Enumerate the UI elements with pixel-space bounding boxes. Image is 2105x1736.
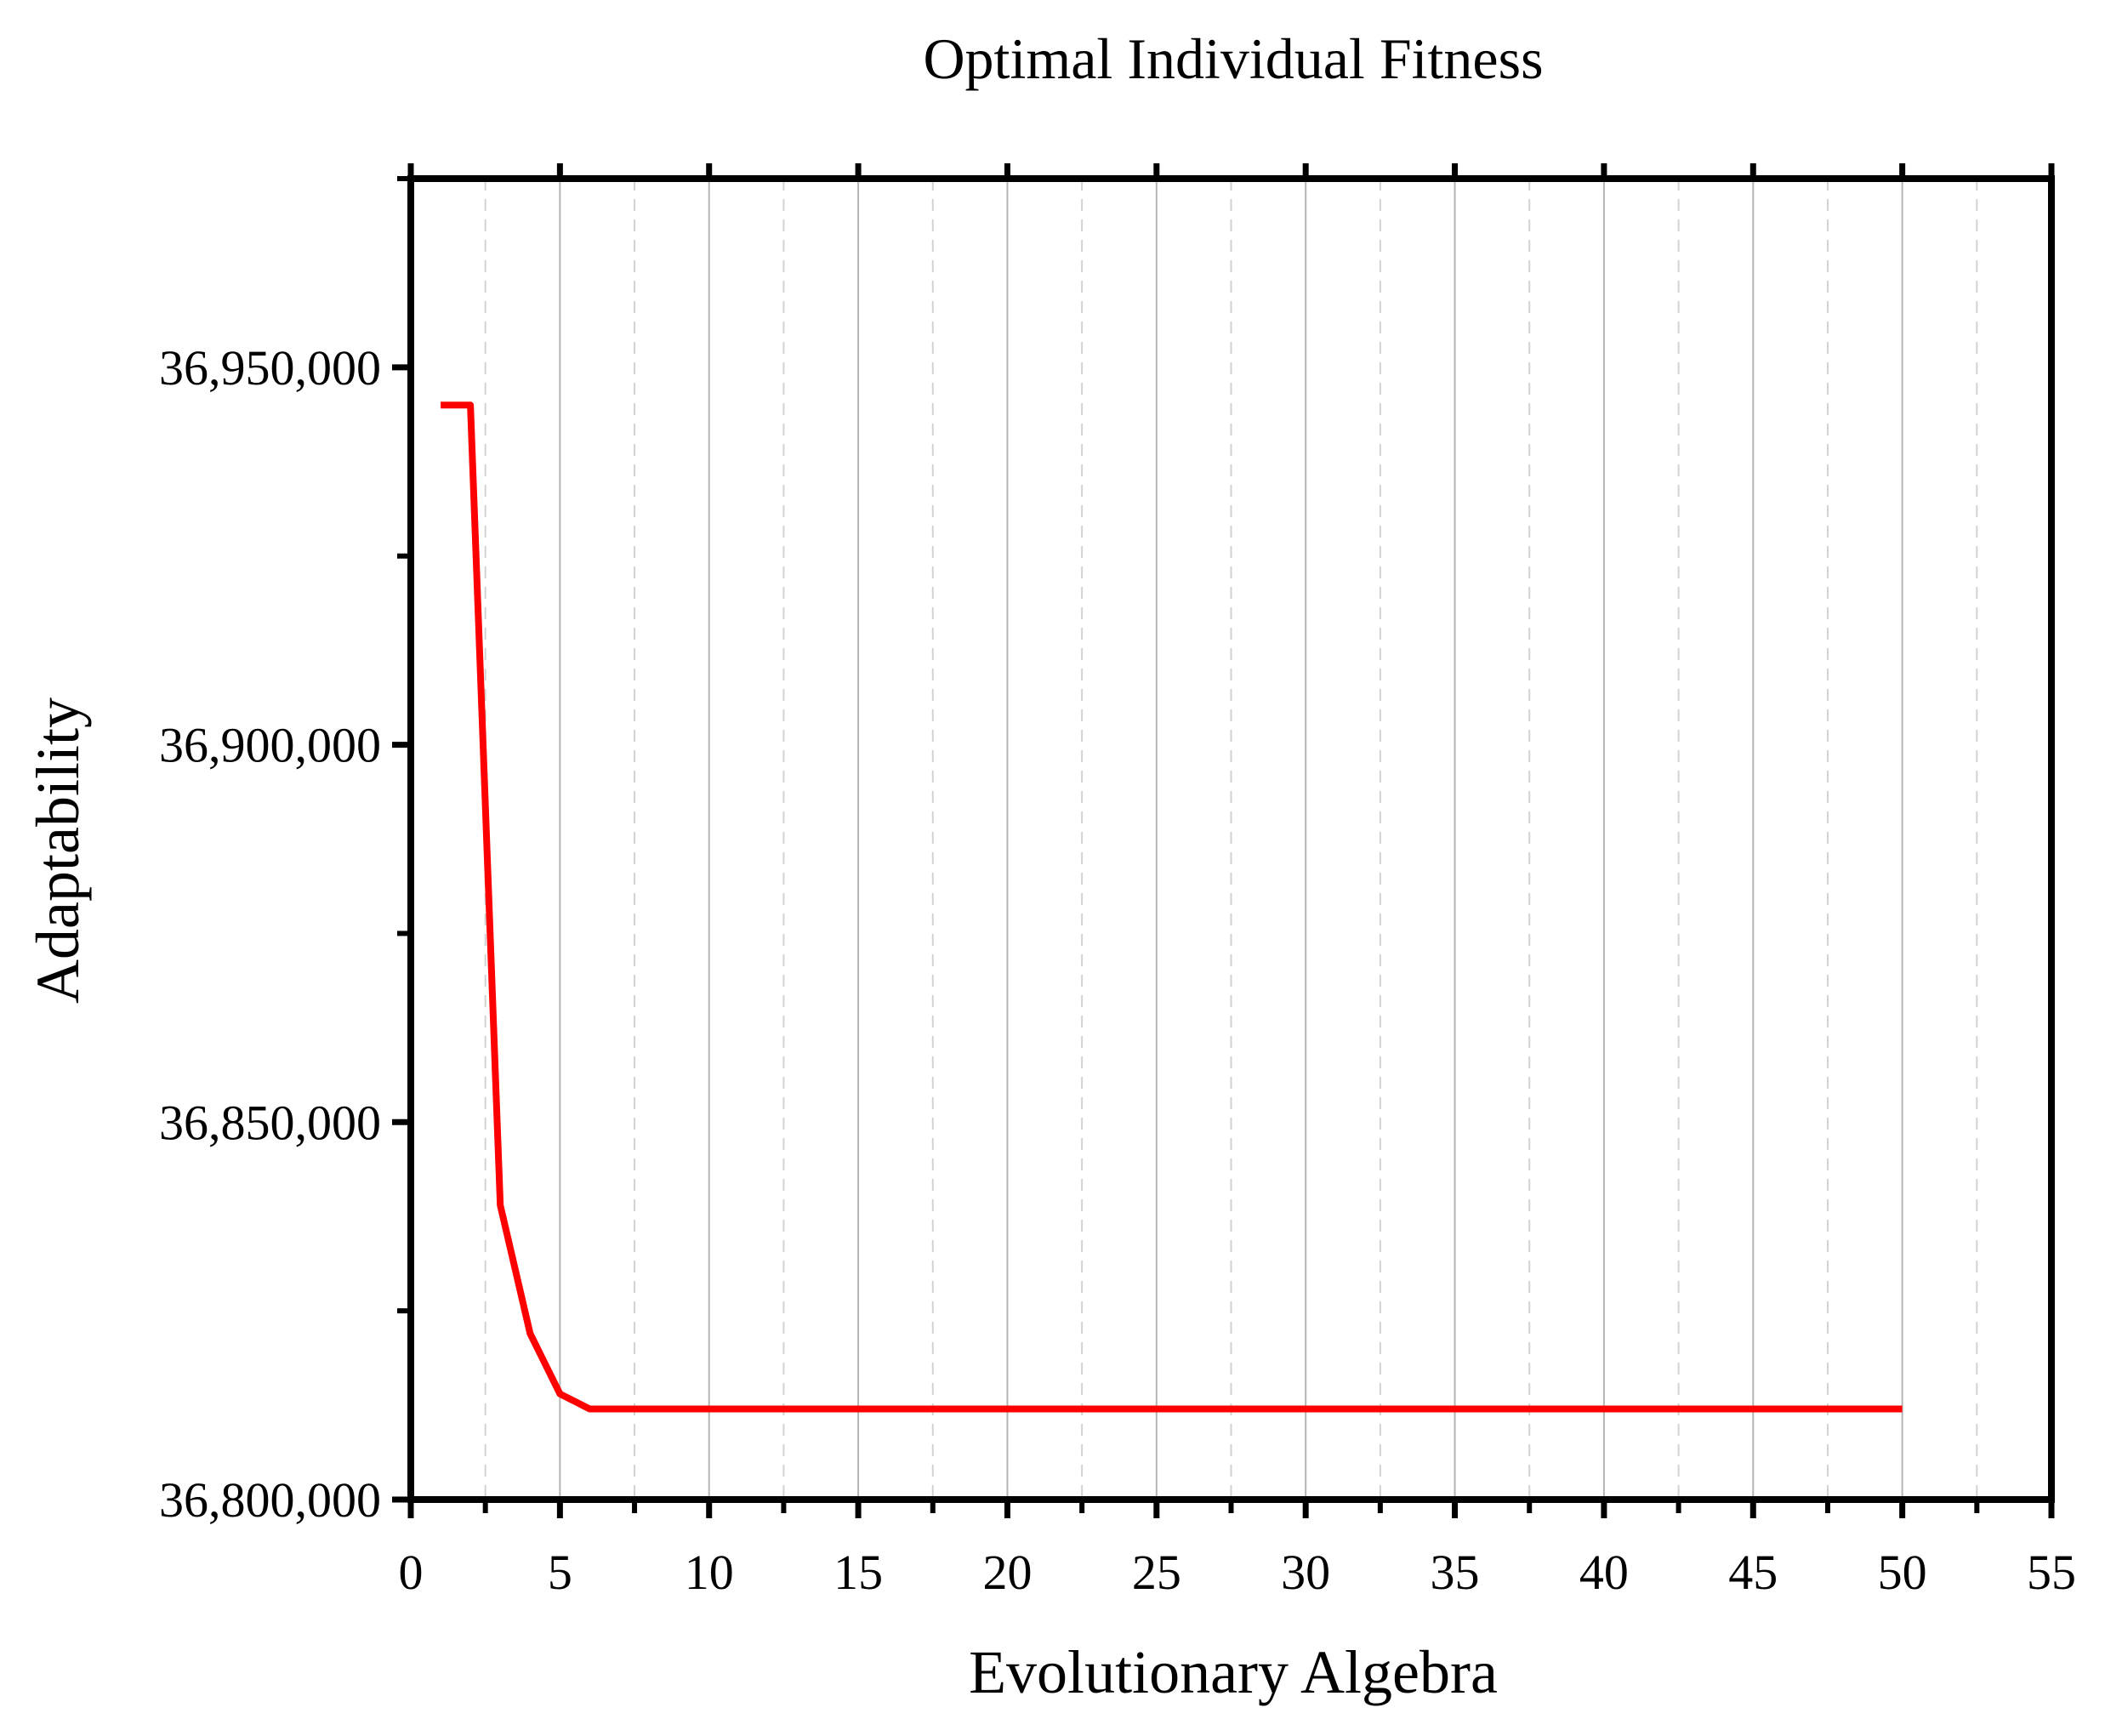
x-tick-label-8: 40 xyxy=(1579,1545,1629,1600)
x-axis-ticks: 0 5 10 15 20 25 30 35 40 45 50 55 xyxy=(399,163,2076,1600)
series-line-0 xyxy=(441,401,1903,1413)
chart-title: Optimal Individual Fitness xyxy=(923,26,1543,91)
x-tick-label-9: 45 xyxy=(1728,1545,1778,1600)
grid-lines xyxy=(484,179,1978,1500)
y-tick-label-1: 36,850,000 xyxy=(159,1095,381,1150)
x-tick-label-6: 30 xyxy=(1281,1545,1330,1600)
series-group xyxy=(441,401,1903,1413)
y-tick-label-3: 36,950,000 xyxy=(159,340,381,396)
x-tick-label-11: 55 xyxy=(2027,1545,2076,1600)
x-tick-label-3: 15 xyxy=(833,1545,883,1600)
x-axis-label: Evolutionary Algebra xyxy=(969,1638,1498,1706)
y-axis-label: Adaptability xyxy=(24,697,92,1004)
y-tick-label-0: 36,800,000 xyxy=(159,1472,381,1528)
y-axis-ticks: 36,800,000 36,850,000 36,900,000 36,950,000 xyxy=(159,176,411,1528)
x-tick-label-1: 5 xyxy=(548,1545,572,1600)
x-tick-label-10: 50 xyxy=(1878,1545,1927,1600)
x-tick-label-4: 20 xyxy=(982,1545,1032,1600)
x-tick-label-7: 35 xyxy=(1431,1545,1480,1600)
x-tick-label-5: 25 xyxy=(1132,1545,1181,1600)
x-tick-label-2: 10 xyxy=(685,1545,734,1600)
x-tick-label-0: 0 xyxy=(399,1545,424,1600)
y-tick-label-2: 36,900,000 xyxy=(159,718,381,773)
